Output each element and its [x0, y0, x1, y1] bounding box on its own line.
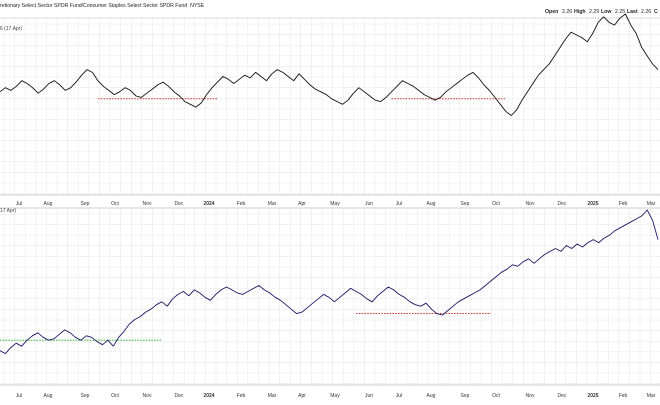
x-tick-label: 2025	[587, 393, 598, 399]
x-tick-label: Dec	[175, 201, 184, 207]
bottom-axis-tick-labels: Jul Aug Sep Oct Nov Dec 2024 Feb Mar Apr May Jun Jul…	[16, 393, 656, 399]
x-tick-label: Oct	[111, 393, 119, 399]
x-tick-label: Nov	[143, 201, 152, 207]
x-tick-label: Oct	[492, 201, 500, 207]
x-tick-label: May	[330, 393, 340, 399]
ohlc-open-value: 2.26	[562, 9, 572, 15]
x-tick-label: Nov	[526, 393, 535, 399]
x-tick-label: May	[330, 201, 340, 207]
ohlc-last-value: 2.26	[641, 9, 651, 15]
x-tick-label: Jul	[396, 201, 402, 207]
top-axis-tick-labels: Jul Aug Sep Oct Nov Dec 2024 Feb Mar Apr May Jun Jul…	[16, 201, 656, 207]
top-ratio-series-line	[0, 13, 659, 116]
ohlc-high-value: 2.29	[589, 9, 599, 15]
x-tick-label: Oct	[111, 201, 119, 207]
bottom-panel-note: 17 Apr)	[0, 208, 16, 214]
x-tick-label: Dec	[558, 393, 567, 399]
x-tick-label: Sep	[81, 393, 90, 399]
x-tick-label: Sep	[461, 393, 470, 399]
x-tick-label: Jul	[396, 393, 402, 399]
x-tick-label: Jul	[16, 393, 22, 399]
reference-lines	[0, 98, 506, 341]
ohlc-readout: Open 2.26 High 2.29 Low 2.25 Last 2.26 C	[545, 9, 658, 15]
panel-borders	[0, 17, 660, 386]
x-tick-label: Sep	[81, 201, 90, 207]
x-tick-label: Jul	[16, 201, 22, 207]
ohlc-change-label: C	[654, 9, 658, 15]
x-tick-label: Aug	[427, 393, 436, 399]
x-tick-label: Mar	[647, 393, 656, 399]
x-tick-label: Sep	[461, 201, 470, 207]
x-tick-label: Oct	[492, 393, 500, 399]
x-tick-label: Feb	[237, 393, 246, 399]
x-tick-label: Jun	[365, 201, 373, 207]
ohlc-low-value: 2.25	[615, 9, 625, 15]
exchange-label: NYSE	[190, 3, 205, 9]
x-tick-label: Mar	[647, 201, 656, 207]
chart-grid	[0, 18, 660, 385]
chart-title: retionary Select Sector SPDR Fund/Consum…	[0, 3, 187, 9]
x-tick-label: Nov	[143, 393, 152, 399]
ohlc-high-label: High	[574, 9, 586, 15]
ohlc-last-label: Last	[627, 9, 638, 15]
x-tick-label: Dec	[558, 201, 567, 207]
top-panel-note: 6 (17 Apr)	[0, 26, 22, 32]
ohlc-low-label: Low	[601, 9, 612, 15]
x-tick-label: 2025	[587, 201, 598, 207]
x-tick-label: Mar	[268, 393, 277, 399]
x-tick-label: Aug	[44, 393, 53, 399]
x-tick-label: Jun	[365, 393, 373, 399]
x-tick-label: Mar	[268, 201, 277, 207]
ohlc-open-label: Open	[545, 9, 558, 15]
x-tick-label: Apr	[298, 393, 306, 399]
x-tick-label: 2024	[203, 393, 214, 399]
x-tick-label: Nov	[526, 201, 535, 207]
bottom-ratio-series-line	[0, 209, 659, 355]
x-tick-label: Feb	[237, 201, 246, 207]
series-lines	[0, 13, 659, 355]
x-tick-label: Feb	[619, 393, 628, 399]
x-tick-label: 2024	[203, 201, 214, 207]
x-tick-label: Aug	[427, 201, 436, 207]
x-tick-label: Dec	[175, 393, 184, 399]
x-tick-label: Aug	[44, 201, 53, 207]
x-tick-label: Apr	[298, 201, 306, 207]
x-tick-label: Feb	[619, 201, 628, 207]
